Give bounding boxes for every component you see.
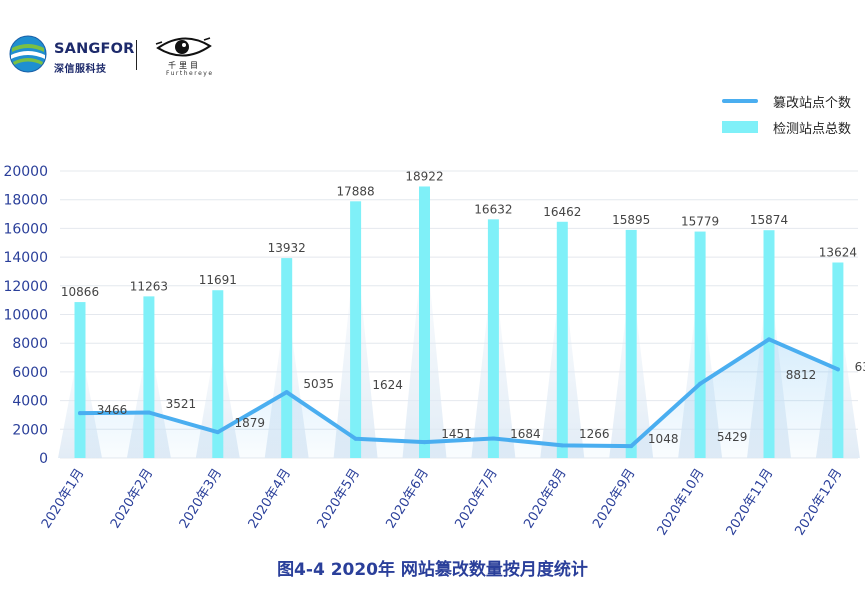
x-tick-label: 2020年11月 — [724, 466, 777, 538]
bar-value-label: 11263 — [130, 279, 168, 293]
x-tick-label: 2020年9月 — [590, 466, 638, 531]
bar-total — [556, 221, 568, 458]
y-tick-label: 16000 — [3, 221, 48, 237]
line-value-label: 1879 — [235, 416, 266, 430]
bar-total — [763, 230, 775, 458]
bar-total — [487, 219, 499, 458]
line-value-label: 5035 — [303, 377, 334, 391]
line-point — [629, 444, 634, 449]
monthly-tamper-chart: 0 2000 4000 6000 8000 10000 12000 14000 16000 180… — [3, 164, 865, 538]
partner-name-cn: 千里目 — [168, 61, 201, 70]
line-point — [284, 390, 289, 395]
x-tick-label: 2020年10月 — [655, 466, 708, 538]
bar-value-label: 18922 — [405, 169, 443, 183]
bar-total — [694, 231, 706, 458]
bar-value-label: 16462 — [543, 205, 581, 219]
x-tick-label: 2020年7月 — [452, 466, 500, 531]
bar-value-label: 11691 — [199, 273, 237, 287]
bar-total — [143, 296, 155, 458]
line-point — [422, 440, 427, 445]
chart-caption: 图4-4 2020年 网站篡改数量按月度统计 — [277, 560, 588, 580]
line-value-label: 3521 — [166, 397, 197, 411]
y-tick-label: 10000 — [3, 308, 48, 324]
line-value-label: 5429 — [717, 430, 748, 444]
brand-subtitle: 深信服科技 — [54, 64, 107, 75]
legend-label-total: 检测站点总数 — [773, 121, 852, 137]
y-tick-label: 4000 — [12, 394, 48, 410]
bar-total — [281, 258, 293, 458]
line-point — [78, 411, 82, 416]
y-tick-label: 0 — [39, 451, 48, 467]
y-tick-label: 12000 — [3, 279, 48, 295]
bar-value-label: 15874 — [750, 213, 788, 227]
bar-value-label: 10866 — [61, 285, 99, 299]
brand-name: SANGFOR — [54, 41, 135, 57]
line-point — [767, 337, 771, 342]
bar-value-label: 13624 — [819, 245, 857, 259]
line-value-label: 6331 — [855, 360, 865, 374]
y-tick-label: 6000 — [12, 365, 48, 381]
bar-value-label: 15779 — [681, 215, 719, 229]
y-tick-label: 20000 — [3, 164, 48, 180]
bar-total — [74, 302, 86, 458]
line-value-label: 1048 — [648, 432, 679, 446]
partner-name-en: Furthereye — [166, 70, 214, 77]
sangfor-logo-icon — [9, 35, 47, 73]
y-tick-label: 8000 — [12, 336, 48, 352]
line-tampered — [78, 337, 840, 449]
bar-total — [212, 290, 224, 458]
logo-divider — [136, 40, 137, 70]
legend-swatch-line — [722, 99, 758, 103]
line-value-label: 1266 — [579, 427, 610, 441]
line-value-label: 8812 — [786, 368, 817, 382]
header-logos: SANGFOR 深信服科技 千里目 Furthereye — [8, 34, 238, 78]
line-area — [80, 339, 838, 458]
chart-legend: 篡改站点个数 检测站点总数 — [722, 88, 865, 140]
line-point — [560, 443, 565, 448]
line-point — [491, 436, 496, 441]
bar-value-label: 16632 — [474, 202, 512, 216]
x-tick-label: 2020年8月 — [521, 466, 569, 531]
x-tick-label: 2020年5月 — [315, 466, 363, 531]
bar-total — [350, 201, 362, 459]
bar-value-label: 15895 — [612, 213, 650, 227]
legend-item-tampered: 篡改站点个数 — [722, 88, 865, 114]
y-tick-label: 2000 — [12, 422, 48, 438]
line-point — [146, 410, 151, 415]
line-point — [215, 430, 220, 435]
y-tick-label: 14000 — [3, 250, 48, 266]
line-point — [353, 436, 358, 441]
line-value-label: 1684 — [510, 427, 541, 441]
bar-value-label: 17888 — [337, 184, 375, 198]
y-tick-label: 18000 — [3, 193, 48, 209]
line-value-label: 3466 — [97, 403, 128, 417]
bar-value-label: 13932 — [268, 241, 306, 255]
x-tick-label: 2020年6月 — [383, 466, 431, 531]
line-point — [835, 367, 840, 372]
legend-item-total: 检测站点总数 — [722, 114, 865, 140]
bar-total — [419, 186, 430, 458]
line-value-label: 1451 — [441, 427, 472, 441]
x-tick-label: 2020年4月 — [246, 466, 294, 531]
bar-total — [625, 229, 637, 458]
x-tick-label: 2020年1月 — [39, 466, 87, 531]
legend-swatch-bar — [722, 121, 758, 133]
legend-label-tampered: 篡改站点个数 — [773, 95, 852, 111]
line-value-label: 1624 — [372, 378, 403, 392]
x-tick-label: 2020年3月 — [177, 466, 225, 531]
bar-total — [832, 262, 844, 458]
x-tick-label: 2020年2月 — [108, 466, 156, 531]
x-tick-label: 2020年12月 — [792, 466, 845, 538]
furthereye-eye-icon — [155, 37, 212, 57]
line-point — [698, 381, 703, 386]
